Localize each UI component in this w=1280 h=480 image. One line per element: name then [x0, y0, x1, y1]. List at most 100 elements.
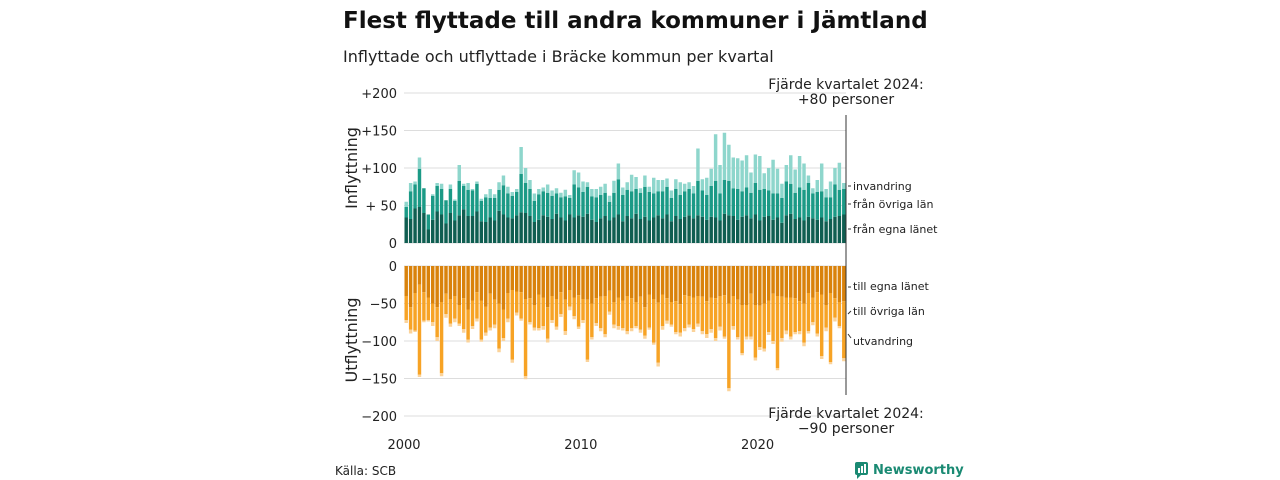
legend-inflyttning: invandring från övriga län från egna län…: [848, 180, 938, 236]
bar-in-1-q33: [545, 216, 550, 243]
bar-out-3-q59: [660, 326, 665, 330]
bar-in-3-q7: [431, 194, 435, 196]
bar-in-2-q83: [766, 190, 771, 216]
x-tick-label: 2010: [564, 438, 597, 453]
bar-in-3-q4: [417, 157, 422, 169]
bar-in-3-q74: [727, 144, 731, 181]
bar-out-3-q93: [811, 322, 815, 326]
grid-bottom: [404, 265, 846, 417]
bar-out-3-q32: [541, 326, 545, 330]
bar-in-2-q99: [837, 189, 842, 216]
bar-in-2-q8: [435, 186, 439, 212]
bar-out-3-q67: [696, 323, 700, 327]
bar-in-1-q37: [563, 220, 568, 243]
x-tick-label: 2000: [387, 438, 420, 453]
bar-out-1-q50: [621, 266, 625, 301]
bar-out-2-q57: [652, 299, 656, 343]
bar-in-3-q21: [492, 194, 497, 198]
bar-in-3-q22: [497, 182, 501, 190]
bar-out-3-q89: [793, 332, 797, 335]
bar-out-3-q62: [674, 332, 678, 335]
bar-in-3-q1: [404, 201, 408, 207]
bar-in-2-q48: [612, 192, 616, 218]
legend-invandring: invandring: [853, 180, 912, 193]
bar-out-2-q5: [422, 292, 426, 321]
bar-in-3-q99: [837, 162, 842, 190]
bar-out-2-q3: [413, 293, 417, 331]
bar-in-3-q8: [435, 183, 439, 186]
bar-out-3-q37: [563, 331, 568, 335]
bar-out-3-q2: [408, 329, 413, 334]
bar-out-2-q24: [506, 293, 510, 319]
bar-in-1-q1: [404, 217, 408, 243]
bar-out-2-q10: [444, 293, 448, 314]
y-tick-label: −200: [361, 410, 397, 425]
bar-in-2-q45: [598, 195, 603, 219]
bars-utflyttning: [404, 266, 846, 392]
bar-in-3-q69: [705, 177, 709, 195]
bar-out-2-q47: [607, 290, 612, 312]
bar-out-3-q14: [461, 329, 466, 333]
bar-out-3-q5: [422, 320, 426, 323]
bar-in-3-q91: [802, 163, 806, 190]
bar-out-2-q38: [568, 290, 572, 307]
bar-in-2-q46: [603, 192, 607, 216]
bar-in-1-q8: [435, 211, 439, 243]
bar-out-2-q85: [775, 296, 780, 368]
bar-out-3-q66: [691, 329, 696, 332]
bar-out-2-q99: [837, 302, 842, 326]
bar-out-1-q67: [696, 266, 700, 296]
bar-out-3-q77: [740, 353, 744, 356]
bar-in-1-q39: [572, 217, 576, 243]
bar-in-2-q27: [519, 174, 523, 213]
bar-in-3-q46: [603, 183, 607, 193]
bar-out-2-q69: [705, 301, 709, 335]
bar-out-3-q40: [576, 326, 581, 329]
bar-in-3-q34: [550, 190, 554, 196]
bar-out-3-q19: [484, 332, 488, 336]
bar-in-3-q88: [789, 155, 793, 184]
bar-in-2-q77: [740, 191, 744, 217]
bar-in-1-q88: [789, 213, 793, 243]
bar-out-3-q95: [819, 356, 824, 359]
bar-in-1-q100: [842, 214, 846, 243]
bar-out-1-q86: [780, 266, 784, 297]
y-tick-label: −50: [370, 298, 397, 313]
bar-in-2-q51: [625, 189, 629, 216]
bar-out-3-q53: [634, 326, 638, 329]
bar-in-1-q27: [519, 212, 523, 243]
bar-in-2-q56: [647, 192, 652, 221]
bar-out-1-q32: [541, 266, 545, 298]
bar-in-1-q96: [824, 221, 828, 243]
bar-out-1-q96: [824, 266, 828, 305]
bar-in-2-q49: [616, 179, 621, 215]
bar-in-2-q60: [665, 186, 669, 215]
bar-in-3-q41: [581, 181, 585, 192]
bar-in-1-q90: [797, 217, 802, 243]
bar-in-1-q46: [603, 216, 607, 243]
bar-out-2-q84: [771, 293, 775, 341]
legend-fran-egna-lanet: från egna länet: [853, 223, 938, 236]
bar-out-2-q18: [479, 300, 484, 340]
bar-in-1-q9: [439, 214, 444, 243]
bar-in-2-q94: [815, 192, 819, 220]
bar-out-1-q65: [687, 266, 691, 296]
bar-out-3-q58: [656, 362, 660, 367]
bar-in-3-q59: [660, 180, 665, 192]
annotation-bottom-line1: Fjärde kvartalet 2024:: [768, 406, 924, 422]
bar-in-2-q54: [638, 192, 643, 219]
bar-out-2-q100: [842, 301, 846, 359]
bar-in-1-q64: [682, 216, 687, 243]
bar-in-3-q56: [647, 186, 652, 192]
bar-out-2-q55: [643, 307, 647, 336]
bar-in-2-q93: [811, 193, 815, 219]
bar-in-3-q32: [541, 187, 545, 192]
bar-in-2-q67: [696, 180, 700, 216]
bar-in-2-q78: [744, 187, 749, 216]
bar-in-3-q61: [669, 190, 674, 198]
bar-in-1-q53: [634, 213, 638, 243]
bar-in-1-q7: [431, 219, 435, 243]
bar-in-3-q37: [563, 189, 568, 197]
bar-in-1-q82: [762, 216, 766, 243]
bar-out-1-q1: [404, 266, 408, 296]
